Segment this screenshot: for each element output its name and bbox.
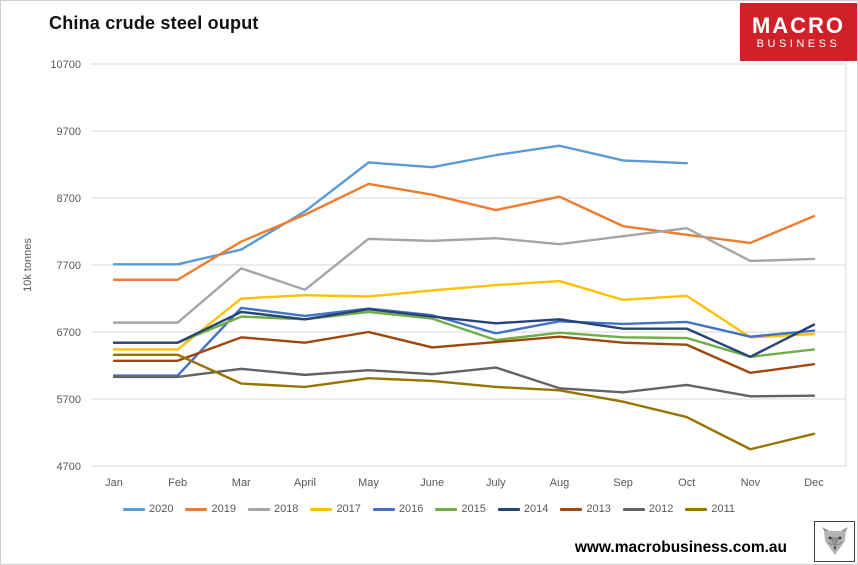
x-tick-label: Mar	[232, 477, 251, 489]
y-tick-label: 10700	[50, 59, 81, 71]
x-tick-label: May	[358, 477, 379, 489]
legend-swatch-2015	[435, 507, 458, 511]
macrobusiness-logo: MACRO BUSINESS	[740, 3, 857, 61]
y-axis-title: 10k tonnes	[22, 238, 34, 292]
legend-swatch-2013	[560, 507, 583, 511]
legend-swatch-2014	[497, 507, 520, 511]
legend-label: 2019	[211, 503, 236, 515]
y-tick-label: 7700	[57, 260, 81, 272]
legend-item-2019: 2019	[185, 503, 236, 515]
chart-title: China crude steel ouput	[49, 13, 259, 33]
legend-item-2015: 2015	[435, 503, 486, 515]
legend-label: 2016	[398, 503, 424, 515]
legend-label: 2011	[711, 503, 735, 515]
legend-swatch-2020	[122, 507, 145, 511]
x-tick-label: June	[420, 477, 444, 489]
legend-item-2014: 2014	[497, 503, 549, 515]
series-line-2014	[112, 308, 816, 358]
website-url: www.macrobusiness.com.au	[574, 539, 787, 556]
series-line-2018	[112, 226, 816, 324]
series-line-2019	[112, 182, 816, 281]
line-chart: 10700 9700 8700 7700 6700 5700 4700 Jan Feb Mar Ap…	[22, 59, 847, 489]
series-line-2016	[112, 306, 816, 377]
legend-item-2017: 2017	[310, 503, 361, 515]
y-tick-label: 4700	[57, 461, 81, 473]
legend-item-2012: 2012	[622, 503, 674, 515]
wolf-head-icon	[814, 521, 855, 562]
legend-label: 2014	[523, 503, 549, 515]
logo-text-business: BUSINESS	[756, 37, 841, 50]
series-line-2011	[112, 353, 816, 451]
series-line-2015	[112, 310, 816, 358]
legend-label: 2012	[648, 503, 674, 515]
legend-label: 2018	[273, 503, 299, 515]
legend-item-2016: 2016	[372, 503, 424, 515]
series-line-2012	[112, 366, 816, 398]
legend-swatch-2019	[185, 507, 208, 511]
legend-label: 2017	[336, 503, 361, 515]
x-tick-label: Oct	[678, 477, 695, 489]
x-tick-label: Nov	[741, 477, 761, 489]
y-tick-label: 8700	[57, 193, 81, 205]
legend-item-2018: 2018	[247, 503, 299, 515]
x-tick-label: Sep	[613, 477, 633, 489]
x-tick-label: Jan	[105, 477, 123, 489]
legend-swatch-2017	[310, 507, 333, 511]
legend-swatch-2012	[622, 507, 645, 511]
series-line-2017	[112, 279, 816, 351]
y-tick-label: 5700	[57, 394, 81, 406]
legend-swatch-2018	[247, 507, 270, 511]
legend-item-2013: 2013	[560, 503, 611, 515]
series-line-2013	[112, 330, 816, 375]
legend-label: 2015	[461, 503, 486, 515]
legend-item-2020: 2020	[122, 503, 174, 515]
y-tick-label: 6700	[57, 327, 81, 339]
x-tick-label: April	[294, 477, 316, 489]
x-tick-label: Aug	[550, 477, 570, 489]
legend-label: 2020	[148, 503, 174, 515]
chart-legend: 2020 2019 2018 2017 2016 2015 2014 2013 2012 2011	[1, 503, 857, 515]
legend-item-2011: 2011	[685, 503, 735, 515]
x-tick-label: Feb	[168, 477, 187, 489]
legend-swatch-2016	[372, 507, 395, 511]
x-tick-label: July	[486, 477, 506, 489]
legend-label: 2013	[586, 503, 611, 515]
y-tick-label: 9700	[57, 126, 81, 138]
series-line-2020	[112, 144, 688, 266]
legend-swatch-2011	[685, 507, 708, 511]
x-tick-label: Dec	[804, 477, 824, 489]
logo-text-macro: MACRO	[751, 12, 846, 38]
